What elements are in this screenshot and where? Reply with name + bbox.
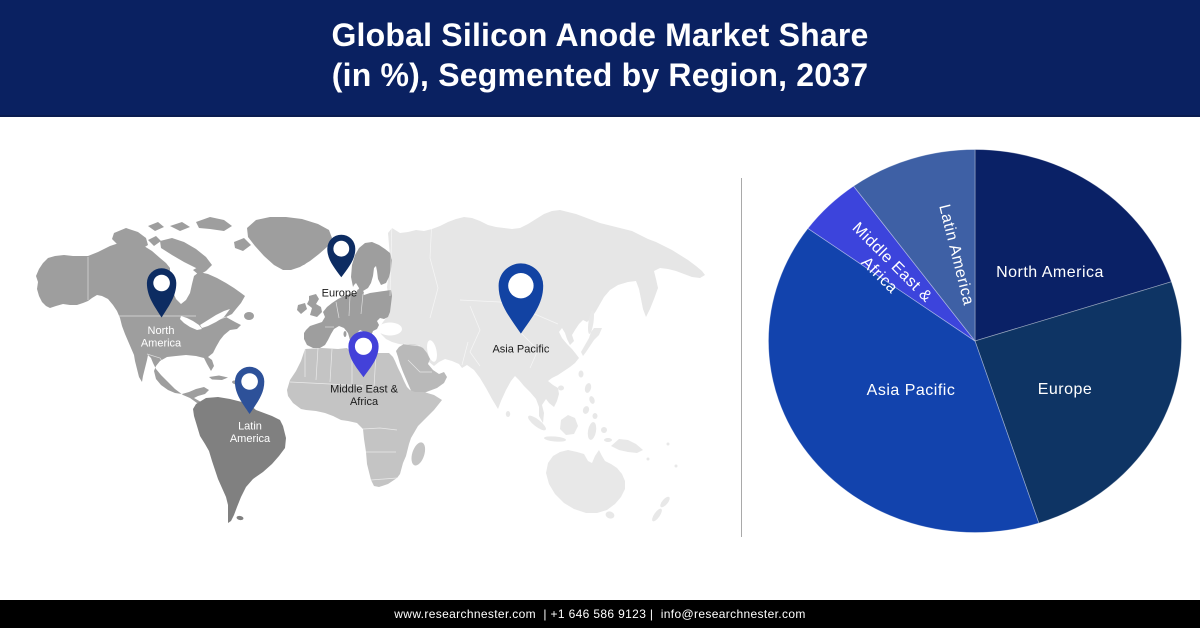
svg-text:Middle East &: Middle East & <box>330 384 399 396</box>
svg-text:Europe: Europe <box>322 288 357 300</box>
svg-text:Asia Pacific: Asia Pacific <box>492 344 549 356</box>
svg-text:Latin: Latin <box>238 421 262 433</box>
svg-text:America: America <box>141 338 182 350</box>
svg-text:North: North <box>148 325 175 337</box>
svg-text:Asia Pacific: Asia Pacific <box>867 382 956 399</box>
svg-text:North America: North America <box>996 264 1104 281</box>
svg-text:America: America <box>230 433 271 445</box>
svg-text:Europe: Europe <box>1038 381 1093 398</box>
svg-text:Africa: Africa <box>350 396 379 408</box>
